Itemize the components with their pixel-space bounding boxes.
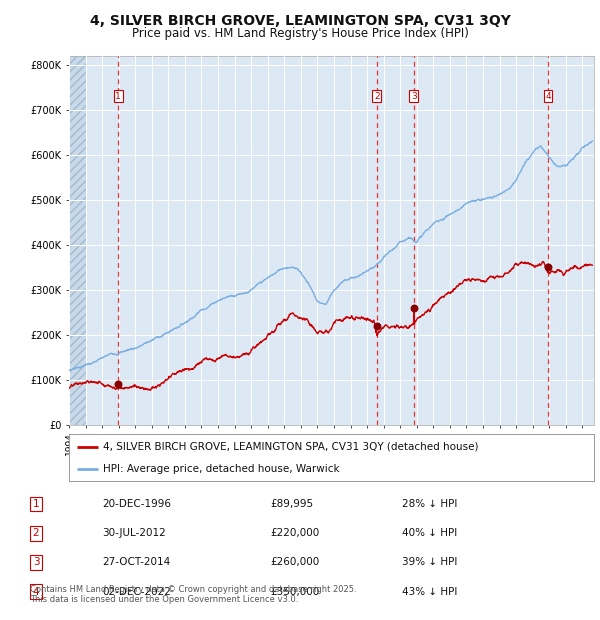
Point: [409, 303, 419, 312]
Point: [543, 262, 553, 272]
Text: 4, SILVER BIRCH GROVE, LEAMINGTON SPA, CV31 3QY (detached house): 4, SILVER BIRCH GROVE, LEAMINGTON SPA, C…: [103, 441, 479, 451]
Text: 2: 2: [374, 92, 380, 101]
Text: 27-OCT-2014: 27-OCT-2014: [102, 557, 170, 567]
Text: £89,995: £89,995: [270, 499, 313, 509]
Bar: [69, 56, 86, 425]
Text: HPI: Average price, detached house, Warwick: HPI: Average price, detached house, Warw…: [103, 464, 340, 474]
Text: 4: 4: [32, 587, 40, 596]
Text: 20-DEC-1996: 20-DEC-1996: [102, 499, 171, 509]
Text: 1: 1: [32, 499, 40, 509]
Text: 39% ↓ HPI: 39% ↓ HPI: [402, 557, 457, 567]
Text: 30-JUL-2012: 30-JUL-2012: [102, 528, 166, 538]
Text: £220,000: £220,000: [270, 528, 319, 538]
Text: £350,000: £350,000: [270, 587, 319, 596]
Text: 2: 2: [32, 528, 40, 538]
Text: 1: 1: [115, 92, 121, 101]
Point: [372, 321, 382, 330]
Text: 43% ↓ HPI: 43% ↓ HPI: [402, 587, 457, 596]
Text: 4: 4: [545, 92, 551, 101]
Text: £260,000: £260,000: [270, 557, 319, 567]
Text: 3: 3: [32, 557, 40, 567]
Text: Price paid vs. HM Land Registry's House Price Index (HPI): Price paid vs. HM Land Registry's House …: [131, 27, 469, 40]
Text: 02-DEC-2022: 02-DEC-2022: [102, 587, 171, 596]
Text: 4, SILVER BIRCH GROVE, LEAMINGTON SPA, CV31 3QY: 4, SILVER BIRCH GROVE, LEAMINGTON SPA, C…: [89, 14, 511, 28]
Point: [113, 379, 123, 389]
Text: 40% ↓ HPI: 40% ↓ HPI: [402, 528, 457, 538]
Text: Contains HM Land Registry data © Crown copyright and database right 2025.
This d: Contains HM Land Registry data © Crown c…: [30, 585, 356, 604]
Text: 28% ↓ HPI: 28% ↓ HPI: [402, 499, 457, 509]
Text: 3: 3: [411, 92, 416, 101]
